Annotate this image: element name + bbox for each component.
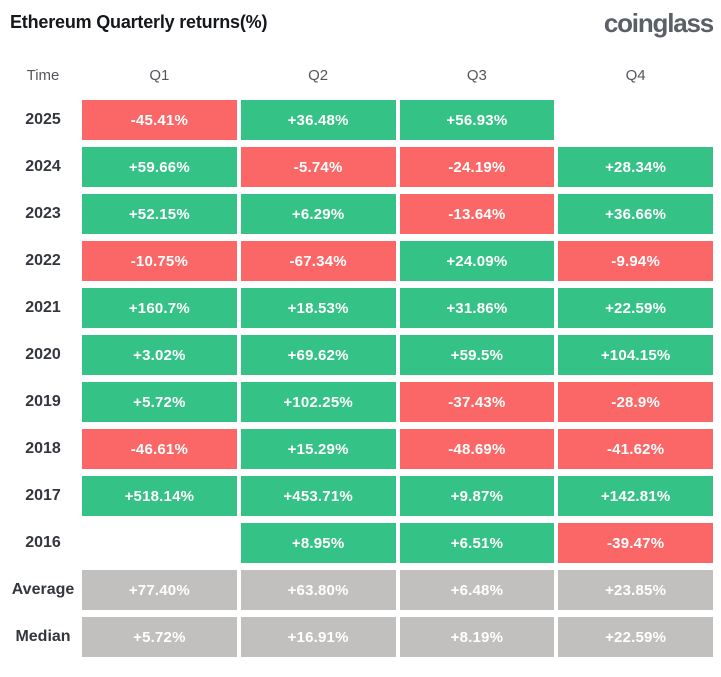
cell-2018-q4: -41.62% [558,429,713,470]
cell-2023-q4: +36.66% [558,194,713,235]
cell-2021-q2: +18.53% [240,288,396,329]
cell-2022-q1: -10.75% [82,241,237,282]
cell-median-q1: +5.72% [82,617,237,658]
cell-2016-q4: -39.47% [558,523,713,564]
row-label-2025: 2025 [25,111,61,129]
column-headers: Time Q1 Q2 Q3 Q4 [8,67,713,84]
returns-heatmap-table: 2025 -45.41% +36.48% +56.93% 2024 +59.66% -5.7… [8,100,713,658]
cell-2021-q1: +160.7% [82,288,237,329]
cell-2020-q4: +104.15% [558,335,713,376]
cell-2016-q1 [82,523,237,563]
cell-2018-q3: -48.69% [399,429,555,470]
col-header-q2: Q2 [308,67,329,85]
row-label-2021: 2021 [25,299,61,317]
cell-average-q2: +63.80% [240,570,396,611]
cell-2019-q2: +102.25% [240,382,396,423]
topbar: Ethereum Quarterly returns(%) coinglass [8,8,714,38]
cell-2023-q3: -13.64% [399,194,555,235]
row-label-2020: 2020 [25,346,61,364]
col-header-time: Time [26,67,60,85]
cell-2017-q3: +9.87% [399,476,555,517]
row-label-2017: 2017 [25,487,61,505]
cell-2023-q2: +6.29% [240,194,396,235]
row-label-2023: 2023 [25,205,61,223]
cell-2017-q1: +518.14% [82,476,237,517]
cell-2019-q1: +5.72% [82,382,237,423]
cell-2024-q1: +59.66% [82,147,237,188]
cell-2021-q3: +31.86% [399,288,555,329]
cell-2020-q2: +69.62% [240,335,396,376]
cell-2020-q3: +59.5% [399,335,555,376]
row-label-2016: 2016 [25,534,61,552]
col-header-q1: Q1 [149,67,170,85]
row-label-2019: 2019 [25,393,61,411]
cell-2017-q4: +142.81% [558,476,713,517]
page-title: Ethereum Quarterly returns(%) [10,12,268,32]
ethereum-quarterly-returns-widget: Ethereum Quarterly returns(%) coinglass … [8,8,714,658]
cell-2022-q3: +24.09% [399,241,555,282]
cell-2024-q2: -5.74% [240,147,396,188]
cell-2022-q4: -9.94% [558,241,713,282]
cell-2025-q3: +56.93% [399,100,555,141]
cell-2025-q2: +36.48% [240,100,396,141]
cell-2018-q2: +15.29% [240,429,396,470]
cell-median-q4: +22.59% [558,617,713,658]
col-header-q3: Q3 [466,67,487,85]
cell-2024-q3: -24.19% [399,147,555,188]
cell-median-q2: +16.91% [240,617,396,658]
cell-2016-q3: +6.51% [399,523,555,564]
cell-2022-q2: -67.34% [240,241,396,282]
col-header-q4: Q4 [625,67,646,85]
cell-median-q3: +8.19% [399,617,555,658]
cell-average-q3: +6.48% [399,570,555,611]
cell-average-q4: +23.85% [558,570,713,611]
cell-2025-q4 [558,100,713,140]
row-label-median: Median [15,628,71,646]
cell-2024-q4: +28.34% [558,147,713,188]
cell-2017-q2: +453.71% [240,476,396,517]
coinglass-logo: coinglass [603,8,714,38]
cell-average-q1: +77.40% [82,570,237,611]
cell-2016-q2: +8.95% [240,523,396,564]
row-label-2022: 2022 [25,252,61,270]
row-label-2018: 2018 [25,440,61,458]
cell-2020-q1: +3.02% [82,335,237,376]
cell-2019-q3: -37.43% [399,382,555,423]
cell-2018-q1: -46.61% [82,429,237,470]
row-label-average: Average [11,581,75,599]
cell-2025-q1: -45.41% [82,100,237,141]
cell-2021-q4: +22.59% [558,288,713,329]
row-label-2024: 2024 [25,158,61,176]
cell-2019-q4: -28.9% [558,382,713,423]
cell-2023-q1: +52.15% [82,194,237,235]
